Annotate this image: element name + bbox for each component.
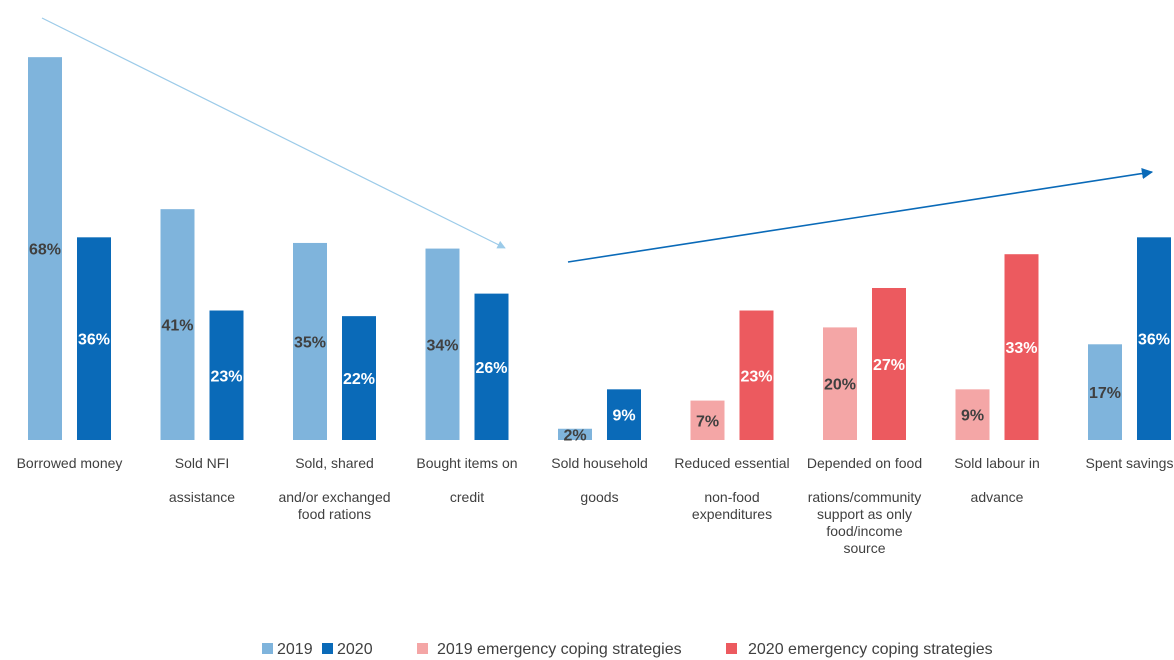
bar-series2-5 [607, 389, 641, 440]
legend-label-4: 2020 emergency coping strategies [748, 641, 993, 658]
legend-swatch-4 [726, 643, 737, 654]
bar-series2-7 [872, 287, 906, 440]
category-label-1: Borrowed money [17, 455, 123, 471]
value-label-series2-9: 36% [1138, 332, 1170, 349]
bar-series2-3 [342, 316, 376, 440]
value-label-series2-2: 23% [210, 368, 242, 385]
value-label-series1-6: 7% [696, 413, 719, 430]
value-label-series1-1: 68% [29, 242, 61, 259]
bar-series1-6 [690, 400, 725, 440]
category-label-7: Depended on food rations/community suppor… [807, 455, 922, 556]
bar-series1-4 [425, 248, 460, 440]
category-label-9: Spent savings [1086, 455, 1174, 471]
legend-swatch-2 [322, 643, 333, 654]
value-label-series2-3: 22% [343, 371, 375, 388]
value-label-series2-7: 27% [873, 357, 905, 374]
decreasing-trend-arrow [41, 17, 506, 249]
value-label-series1-3: 35% [294, 334, 326, 351]
bar-series2-6 [739, 310, 774, 440]
legend-swatch-1 [262, 643, 273, 654]
category-label-2: Sold NFI assistance [169, 455, 235, 505]
bar-series2-2 [209, 310, 244, 440]
bar-series1-1 [28, 57, 62, 440]
increasing-trend-arrow [567, 168, 1154, 263]
bar-series1-9 [1088, 344, 1122, 440]
value-label-series1-4: 34% [426, 337, 458, 354]
value-label-series1-7: 20% [824, 377, 856, 394]
category-label-4: Bought items on credit [416, 455, 517, 505]
value-label-series2-8: 33% [1005, 340, 1037, 357]
legend-swatch-3 [417, 643, 428, 654]
legend-label-3: 2019 emergency coping strategies [437, 641, 682, 658]
bar-series1-3 [293, 242, 327, 440]
value-label-series1-8: 9% [961, 408, 984, 425]
legend-label-1: 2019 [277, 641, 313, 658]
value-label-series2-1: 36% [78, 332, 110, 349]
value-label-series1-5: 2% [563, 427, 586, 444]
value-label-series1-9: 17% [1089, 385, 1121, 402]
bar-series2-9 [1137, 237, 1171, 440]
bar-series2-4 [474, 293, 509, 440]
bar-series1-5 [558, 428, 592, 440]
bar-series1-7 [823, 327, 857, 440]
category-label-5: Sold household goods [551, 455, 648, 505]
bar-series2-1 [77, 237, 111, 440]
legend-label-2: 2020 [337, 641, 373, 658]
value-label-series2-6: 23% [740, 368, 772, 385]
bar-series2-8 [1004, 254, 1039, 440]
value-label-series2-5: 9% [612, 408, 635, 425]
value-label-series1-2: 41% [161, 318, 193, 335]
bar-series1-2 [160, 209, 195, 440]
category-label-8: Sold labour in advance [954, 455, 1040, 505]
category-label-6: Reduced essential non-food expenditures [674, 455, 789, 522]
value-label-series2-4: 26% [475, 360, 507, 377]
bar-series1-8 [955, 389, 990, 440]
category-label-3: Sold, shared and/or exchanged food ration… [278, 455, 390, 522]
